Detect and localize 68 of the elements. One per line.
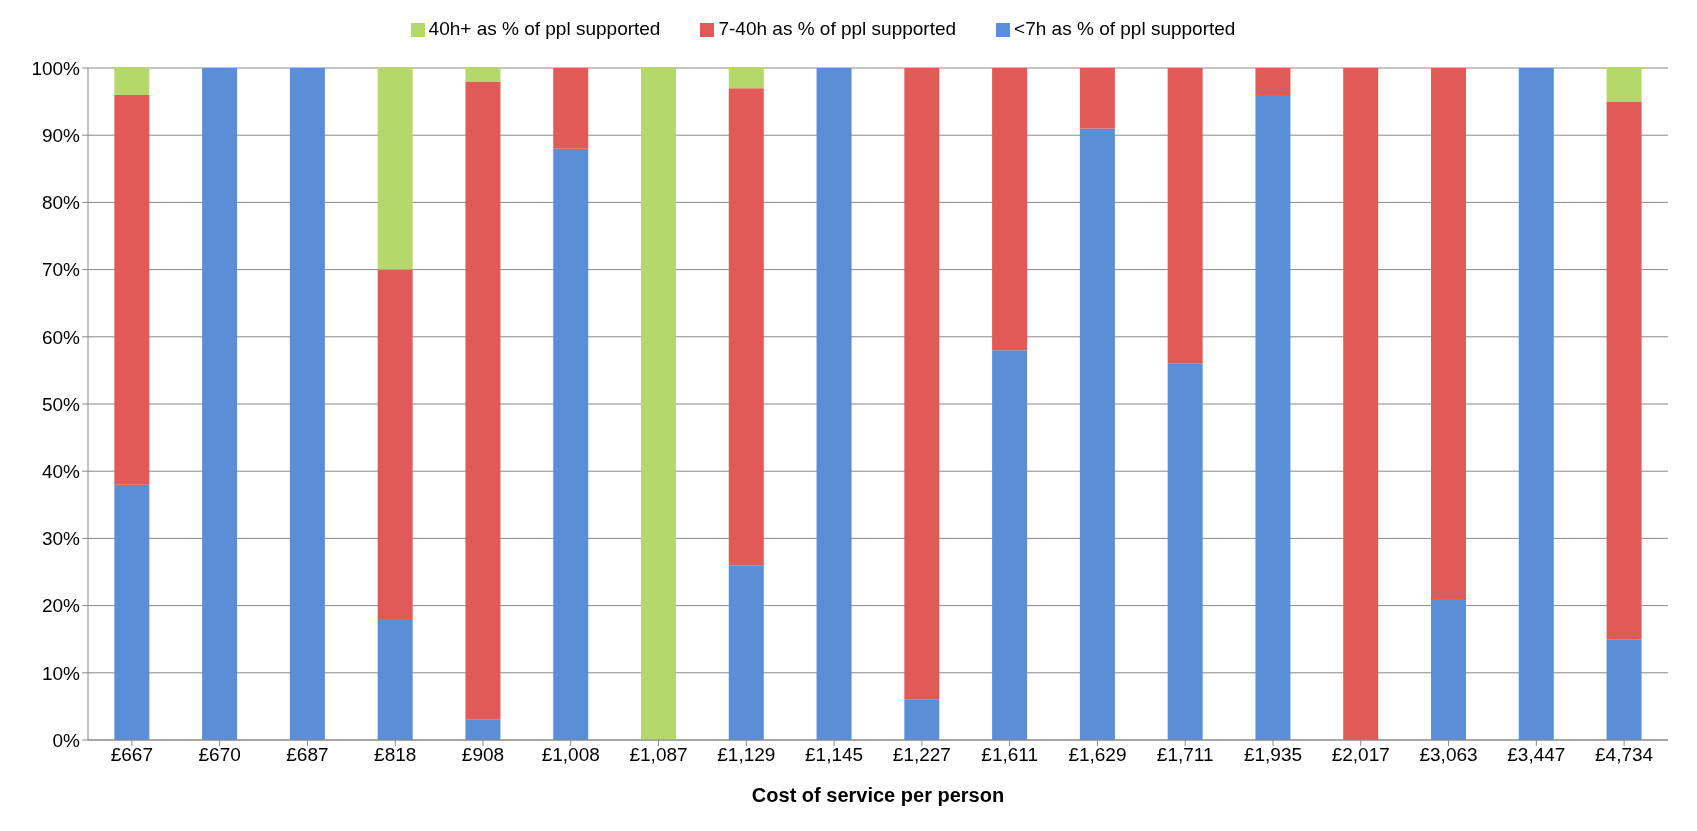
x-tick-label: £3,447 bbox=[1507, 744, 1566, 766]
bar bbox=[1518, 68, 1554, 740]
bar bbox=[992, 350, 1028, 740]
x-axis-title: Cost of service per person bbox=[751, 784, 1005, 806]
bar bbox=[1167, 363, 1203, 740]
y-tick-label: 90% bbox=[41, 124, 81, 146]
bar bbox=[1431, 68, 1466, 599]
x-tick-label: £1,611 bbox=[981, 744, 1039, 766]
bar bbox=[553, 68, 589, 149]
bar bbox=[992, 68, 1028, 351]
bar bbox=[1079, 128, 1115, 740]
x-tick-label: £1,129 bbox=[717, 744, 776, 766]
x-tick-label: £2,017 bbox=[1331, 744, 1390, 766]
y-tick-label: 80% bbox=[41, 192, 81, 214]
bar bbox=[553, 148, 589, 740]
x-tick-label: £670 bbox=[198, 744, 241, 766]
x-tick-label: £1,935 bbox=[1243, 744, 1303, 766]
bar bbox=[377, 269, 413, 620]
y-tick-label: 0% bbox=[52, 729, 81, 751]
bar bbox=[904, 699, 940, 740]
x-tick-label: £687 bbox=[286, 744, 329, 766]
bar bbox=[202, 68, 238, 740]
bar bbox=[728, 88, 764, 566]
bar bbox=[465, 68, 501, 82]
x-tick-label: £1,711 bbox=[1156, 744, 1214, 766]
x-tick-label: £3,063 bbox=[1419, 744, 1478, 766]
bar bbox=[465, 719, 501, 740]
bar bbox=[1431, 598, 1466, 740]
legend-label: <7h as % of ppl supported bbox=[1014, 18, 1236, 39]
y-tick-label: 70% bbox=[41, 259, 81, 281]
y-tick-label: 30% bbox=[41, 528, 81, 550]
x-tick-label: £4,734 bbox=[1595, 744, 1654, 766]
x-tick-label: £908 bbox=[461, 744, 505, 766]
bar bbox=[1079, 68, 1115, 129]
bar bbox=[1606, 68, 1642, 102]
bar bbox=[465, 81, 501, 720]
x-tick-label: £1,008 bbox=[541, 744, 600, 766]
y-tick-label: 60% bbox=[41, 326, 81, 348]
bar bbox=[377, 619, 413, 740]
bar bbox=[1606, 639, 1642, 740]
bar bbox=[114, 94, 150, 485]
x-tick-label: £1,145 bbox=[805, 744, 864, 766]
y-tick-label: 50% bbox=[41, 393, 81, 415]
bar bbox=[377, 68, 413, 270]
x-tick-label: £667 bbox=[110, 744, 154, 766]
y-tick-label: 100% bbox=[31, 57, 81, 79]
y-tick-label: 40% bbox=[41, 460, 81, 482]
x-tick-label: £1,227 bbox=[892, 744, 951, 766]
legend-label: 40h+ as % of ppl supported bbox=[428, 18, 661, 39]
x-tick-label: £1,629 bbox=[1068, 744, 1127, 766]
y-tick-label: 10% bbox=[41, 662, 81, 684]
bar bbox=[1343, 68, 1379, 740]
bar bbox=[1255, 68, 1291, 95]
y-tick-label: 20% bbox=[41, 595, 81, 617]
bar bbox=[904, 68, 940, 700]
x-tick-label: £1,087 bbox=[629, 744, 688, 766]
x-tick-label: £818 bbox=[374, 744, 417, 766]
bar bbox=[114, 484, 150, 740]
bar bbox=[1255, 94, 1291, 740]
bar bbox=[1606, 101, 1642, 640]
bar bbox=[641, 68, 676, 740]
bar bbox=[728, 68, 764, 89]
bar bbox=[289, 68, 325, 740]
bar bbox=[728, 565, 764, 740]
bar bbox=[114, 68, 150, 95]
bar bbox=[1167, 68, 1203, 364]
legend-label: 7-40h as % of ppl supported bbox=[718, 18, 957, 39]
bar bbox=[816, 68, 852, 740]
